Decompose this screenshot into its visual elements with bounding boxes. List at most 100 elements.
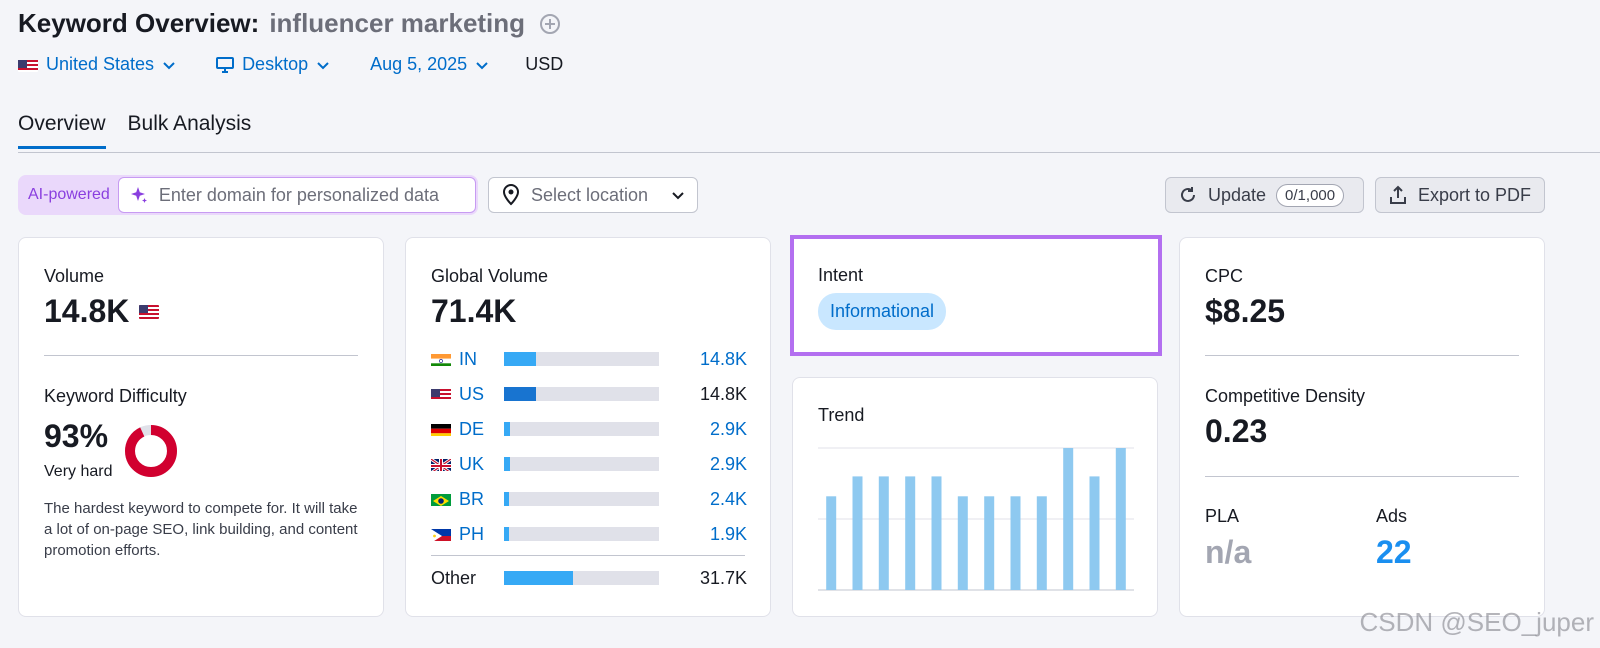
keyword-difficulty-description: The hardest keyword to compete for. It w… [44,500,358,559]
volume-value-row: 14.8K [44,293,160,330]
device-filter-label: Desktop [242,54,309,74]
country-row-ph[interactable]: PH 1.9K [431,522,747,546]
trend-bar[interactable] [1115,448,1126,590]
trend-bar[interactable] [852,476,863,590]
device-filter[interactable]: Desktop [216,54,330,75]
page-title: Keyword Overview: [18,8,260,38]
export-pdf-label: Export to PDF [1418,184,1532,205]
desktop-icon [216,56,235,73]
pla-label: PLA [1205,506,1240,526]
de-flag-icon [431,422,451,436]
country-volume: 14.8K [699,383,747,404]
currency-label: USD [525,54,564,74]
trend-bar[interactable] [878,476,889,590]
trend-bar[interactable] [957,496,968,590]
update-counter-badge: 0/1,000 [1276,183,1345,207]
share-bar [504,422,659,436]
country-volume[interactable]: 2.9K [709,453,747,474]
trend-bar[interactable] [826,496,837,590]
refresh-icon [1181,187,1195,202]
share-bar-fill [504,571,573,585]
page-title-row: Keyword Overview: influencer marketing [18,8,561,39]
br-flag-icon [431,492,451,506]
divider [1205,476,1519,477]
share-bar [504,492,659,506]
us-flag-icon [139,304,160,319]
ai-powered-label: AI-powered [28,186,110,203]
tabs-divider [18,152,1600,153]
watermark: CSDN @SEO_juper [1359,607,1594,637]
trend-bar[interactable] [1063,448,1074,590]
keyword-difficulty-value: 93% [44,418,109,454]
global-volume-value: 71.4K [431,293,517,329]
trend-bar[interactable] [984,496,995,590]
country-row-us[interactable]: US 14.8K [431,382,747,406]
location-placeholder: Select location [531,184,649,205]
in-flag-icon [431,352,451,366]
share-bar-fill [504,352,537,366]
other-value: 31.7K [699,567,747,588]
export-pdf-button[interactable]: Export to PDF [1375,177,1545,213]
volume-value: 14.8K [44,293,130,329]
chevron-down-icon [672,192,684,200]
location-select[interactable]: Select location [488,177,698,213]
ai-domain-box: AI-powered Enter domain for personalized… [18,175,478,215]
country-volume[interactable]: 2.9K [709,418,747,439]
keyword-difficulty-donut [125,425,177,477]
tab-bulk-analysis[interactable]: Bulk Analysis [127,112,252,135]
trend-bar[interactable] [1089,476,1100,590]
domain-input[interactable]: Enter domain for personalized data [117,177,476,213]
volume-card: Volume 14.8K Keyword Difficulty 93% Very… [18,237,384,617]
add-circle-icon[interactable] [539,13,561,35]
country-row-br[interactable]: BR 2.4K [431,487,747,511]
trend-label: Trend [818,405,865,425]
country-row-uk[interactable]: UK 2.9K [431,452,747,476]
share-bar-fill [504,492,510,506]
share-bar [504,571,659,585]
chevron-down-icon [317,61,329,69]
pla-value: n/a [1205,534,1252,570]
country-code[interactable]: IN [459,348,477,369]
ph-flag-icon [431,527,451,541]
tab-overview[interactable]: Overview [18,112,106,149]
share-bar [504,527,659,541]
country-code[interactable]: PH [459,523,485,544]
share-bar-fill [504,457,511,471]
update-button-label: Update [1208,184,1267,205]
country-row-in[interactable]: IN 14.8K [431,347,747,371]
trend-bar[interactable] [931,476,942,590]
divider [431,555,745,556]
country-code[interactable]: US [459,383,485,404]
country-volume[interactable]: 2.4K [709,488,747,509]
share-bar [504,352,659,366]
country-filter-label: United States [46,54,155,74]
country-code[interactable]: BR [459,488,485,509]
country-code[interactable]: DE [459,418,485,439]
trend-bar[interactable] [1010,496,1021,590]
country-volume[interactable]: 1.9K [709,523,747,544]
keyword-difficulty-level: Very hard [44,463,113,480]
date-filter-label: Aug 5, 2025 [370,54,468,74]
competitive-density-value: 0.23 [1205,413,1268,449]
intent-badge[interactable]: Informational [818,293,947,330]
upload-icon [1390,185,1406,204]
cpc-label: CPC [1205,266,1244,286]
filters-bar: United States Desktop Aug 5, 2025 USD [18,54,603,75]
tabs: Overview Bulk Analysis [18,112,251,149]
country-row-de[interactable]: DE 2.9K [431,417,747,441]
intent-label: Intent [818,265,864,285]
chevron-down-icon [476,61,488,69]
share-bar [504,457,659,471]
update-button[interactable]: Update 0/1,000 [1165,177,1364,213]
country-filter[interactable]: United States [18,54,176,75]
us-flag-icon [18,58,38,72]
cpc-value: $8.25 [1205,293,1286,329]
country-code[interactable]: UK [459,453,485,474]
other-label: Other [431,567,477,588]
country-volume[interactable]: 14.8K [699,348,747,369]
date-filter[interactable]: Aug 5, 2025 [370,54,489,75]
share-bar-fill [504,422,511,436]
ads-value[interactable]: 22 [1376,534,1412,570]
trend-bar[interactable] [1036,496,1047,590]
trend-bar[interactable] [905,476,916,590]
